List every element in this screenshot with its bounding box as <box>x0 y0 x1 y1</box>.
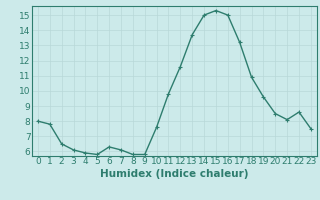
X-axis label: Humidex (Indice chaleur): Humidex (Indice chaleur) <box>100 169 249 179</box>
